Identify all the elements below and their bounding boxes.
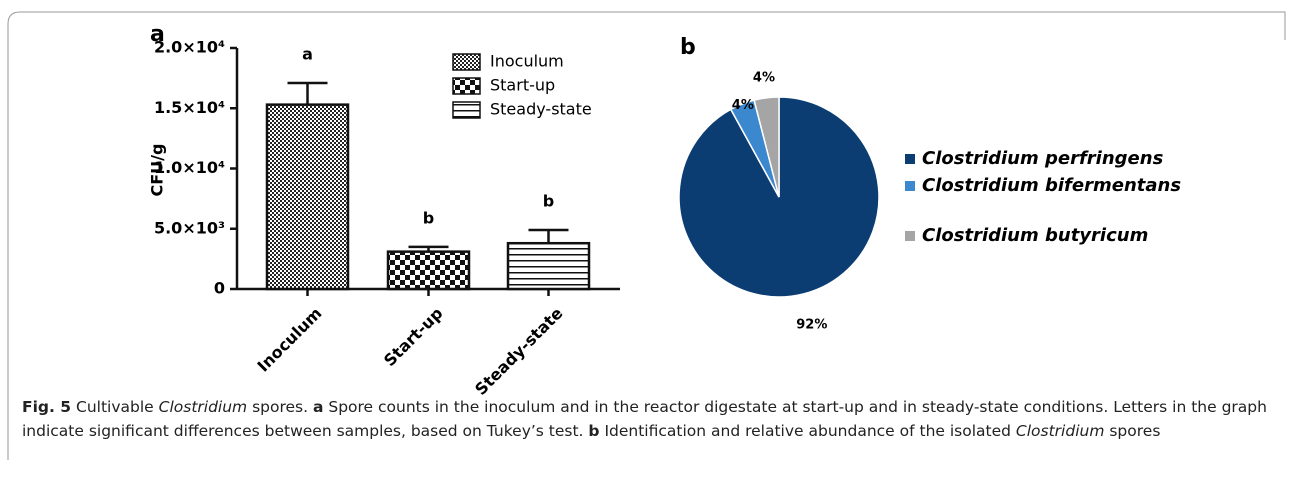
caption-text: spores <box>1104 422 1161 440</box>
caption-label: Fig. 5 <box>22 398 72 416</box>
caption-text: Cultivable <box>71 398 159 416</box>
legend-label: Clostridium butyricum <box>922 225 1148 246</box>
legend-swatch <box>905 154 915 164</box>
caption-text: Clostridium <box>158 398 248 416</box>
y-tick-label: 0 <box>214 279 225 298</box>
caption-text: b <box>588 422 600 440</box>
significance-letter: b <box>543 191 554 210</box>
x-tick-label: Start-up <box>380 304 446 370</box>
significance-letter: b <box>423 208 434 227</box>
data-label: 4% <box>732 98 754 113</box>
panel-label: b <box>680 35 696 60</box>
data-label: 4% <box>753 70 775 85</box>
y-tick-label: 1.5×10⁴ <box>154 98 225 117</box>
legend-swatch <box>452 101 481 119</box>
caption-text: Identification and relative abundance of… <box>599 422 1016 440</box>
bar <box>386 250 471 291</box>
significance-letter: a <box>302 44 313 63</box>
y-axis-label: CFU/g <box>148 144 167 197</box>
pie-slice <box>753 96 780 198</box>
legend-label: Clostridium perfringens <box>922 148 1164 169</box>
frame <box>7 11 1286 460</box>
bar <box>506 241 591 291</box>
caption-text: spores. <box>247 398 313 416</box>
data-label: 92% <box>796 317 827 332</box>
y-tick-label: 2.0×10⁴ <box>154 38 225 57</box>
panel-label: a <box>150 22 165 47</box>
bar <box>265 103 350 291</box>
legend-label: Steady-state <box>490 100 592 119</box>
caption-text: Clostridium <box>1015 422 1105 440</box>
legend-swatch <box>452 77 481 95</box>
x-tick-label: Steady-state <box>471 303 566 398</box>
y-tick-label: 1.0×10⁴ <box>154 158 225 177</box>
caption: Fig. 5 Cultivable Clostridium spores. a … <box>22 395 1272 443</box>
x-tick-label: Inoculum <box>254 304 326 376</box>
legend-label: Start-up <box>490 76 555 95</box>
legend-swatch <box>452 53 481 71</box>
legend-label: Clostridium bifermentans <box>922 175 1181 196</box>
caption-text: a <box>312 398 324 416</box>
legend-label: Inoculum <box>490 52 564 71</box>
caption-text: Spore counts in the inoculum and in the … <box>22 398 1267 440</box>
legend-swatch <box>905 231 915 241</box>
y-tick-label: 5.0×10³ <box>154 218 225 237</box>
legend-swatch <box>905 181 915 191</box>
